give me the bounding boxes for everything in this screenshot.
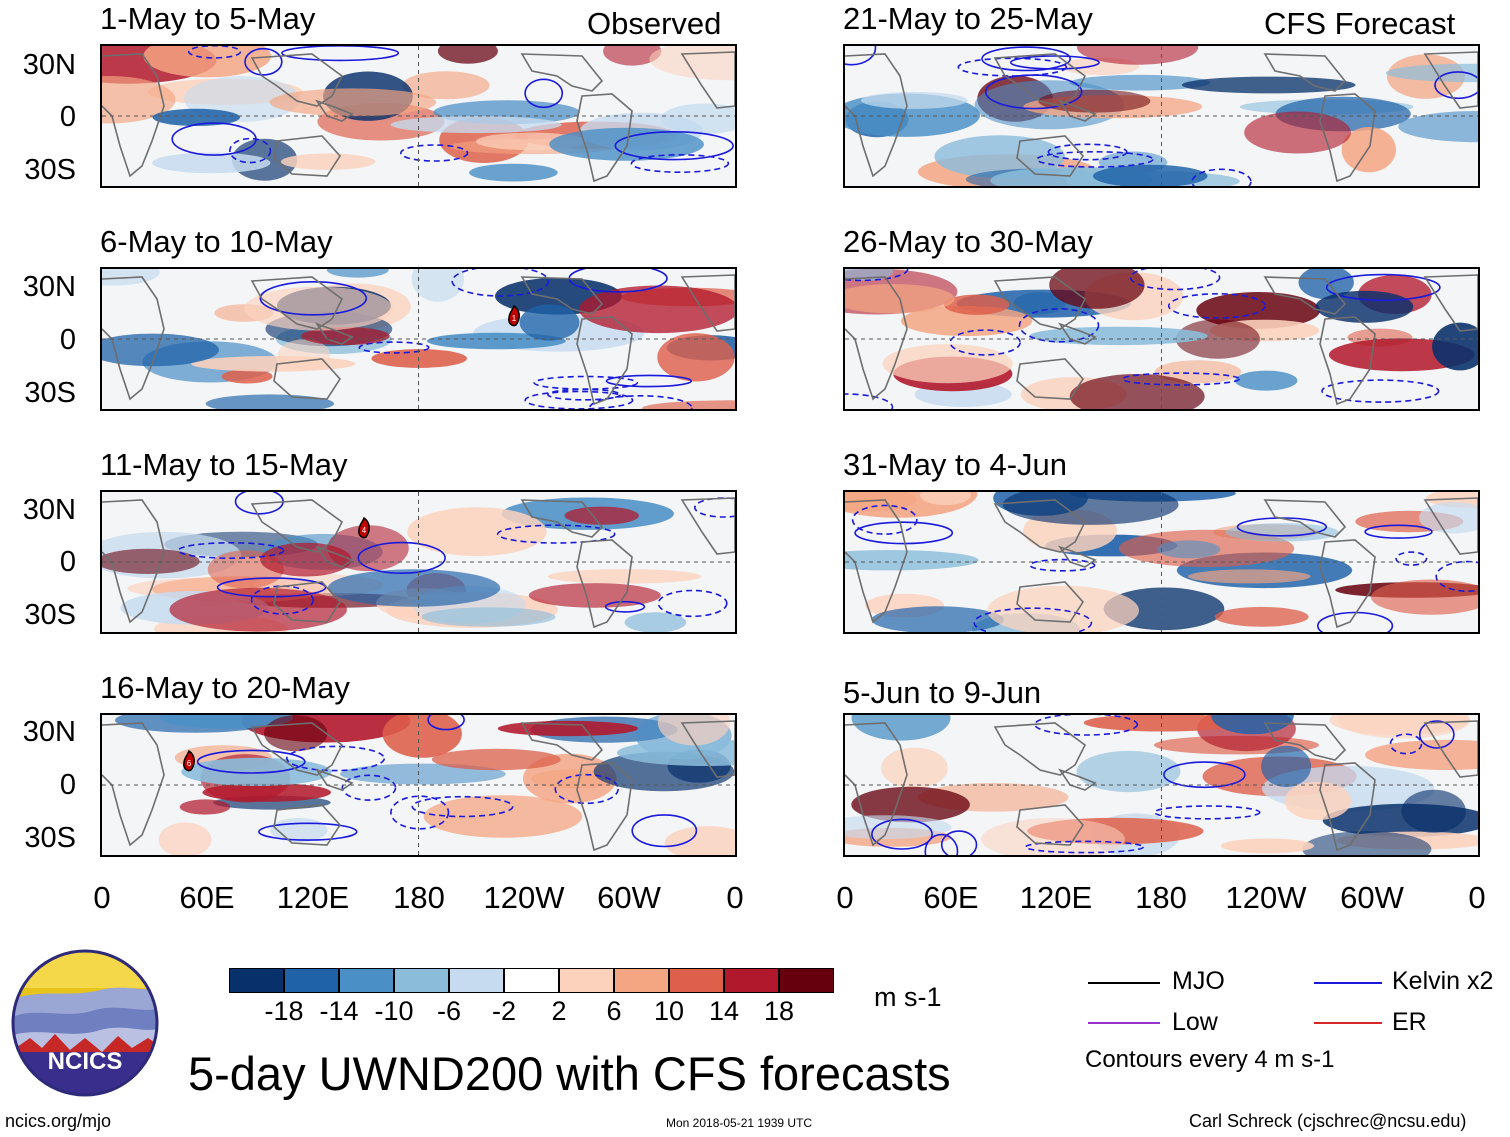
colorbar-swatch xyxy=(559,968,614,993)
storm-marker: 6 xyxy=(180,749,198,772)
colorbar-label: -14 xyxy=(319,996,359,1026)
main-title: 5-day UWND200 with CFS forecasts xyxy=(188,1047,951,1100)
panel-title-5: 21-May to 25-May xyxy=(843,1,1093,36)
map-panel xyxy=(843,44,1480,188)
colorbar-swatch xyxy=(614,968,669,993)
lon-label: 0 xyxy=(1468,880,1486,915)
uwnd-field xyxy=(845,269,1478,409)
lon-label: 0 xyxy=(726,880,744,915)
uwnd-field xyxy=(845,46,1478,186)
panel-title-1: 1-May to 5-May xyxy=(100,1,316,36)
lat-label-30s: 30S xyxy=(24,377,76,409)
panel-title-4: 16-May to 20-May xyxy=(100,670,350,705)
map-panel xyxy=(100,267,737,411)
legend-label-er: ER xyxy=(1392,1008,1427,1036)
lat-label-0: 0 xyxy=(59,546,76,578)
colorbar-label: 14 xyxy=(708,996,740,1026)
legend-line-er xyxy=(1314,1022,1382,1024)
colorbar-label: 2 xyxy=(551,996,567,1026)
map-panel xyxy=(100,713,737,857)
uwnd-field xyxy=(102,46,735,186)
uwnd-field xyxy=(845,715,1478,855)
observed-label: Observed xyxy=(587,6,722,41)
colorbar-label: -6 xyxy=(436,996,462,1026)
map-panel xyxy=(843,267,1480,411)
colorbar-label: -2 xyxy=(491,996,517,1026)
panel-title-3: 11-May to 15-May xyxy=(100,447,348,482)
colorbar-swatch xyxy=(339,968,394,993)
colorbar-swatch xyxy=(284,968,339,993)
footer-url[interactable]: ncics.org/mjo xyxy=(5,1111,112,1131)
lat-label-30n: 30N xyxy=(22,716,76,748)
lat-label-30n: 30N xyxy=(22,494,76,526)
colorbar-swatch xyxy=(779,968,834,993)
storm-label: 4 xyxy=(362,526,367,535)
lat-label-30n: 30N xyxy=(22,49,76,81)
panel-title-7: 31-May to 4-Jun xyxy=(843,447,1067,482)
lat-label-30s: 30S xyxy=(24,154,76,186)
lon-label: 60W xyxy=(1340,880,1404,915)
colorbar-swatch xyxy=(724,968,779,993)
legend-label-mjo: MJO xyxy=(1172,967,1225,995)
lat-label-30n: 30N xyxy=(22,271,76,303)
colorbar-swatch xyxy=(669,968,724,993)
map-panel xyxy=(843,490,1480,634)
colorbar-label: 10 xyxy=(653,996,685,1026)
colorbar-label: -18 xyxy=(264,996,304,1026)
colorbar-label: 18 xyxy=(763,996,795,1026)
contour-note: Contours every 4 m s-1 xyxy=(1085,1046,1335,1073)
uwnd-field xyxy=(102,715,735,855)
lon-label: 0 xyxy=(836,880,854,915)
lon-label: 120W xyxy=(1225,880,1307,915)
map-panel xyxy=(100,490,737,634)
panel-title-6: 26-May to 30-May xyxy=(843,224,1093,259)
colorbar-swatch xyxy=(229,968,284,993)
colorbar-swatch xyxy=(449,968,504,993)
lat-label-0: 0 xyxy=(59,769,76,801)
colorbar xyxy=(229,968,834,994)
colorbar-swatch xyxy=(394,968,449,993)
lon-label: 180 xyxy=(393,880,445,915)
lon-label: 60E xyxy=(179,880,235,915)
storm-label: 1 xyxy=(512,314,517,323)
storm-marker: 1 xyxy=(505,304,523,327)
colorbar-label: 6 xyxy=(606,996,622,1026)
forecast-label: CFS Forecast xyxy=(1264,6,1456,41)
uwnd-field xyxy=(102,492,735,632)
lon-label: 120E xyxy=(1019,880,1093,915)
footer-timestamp: Mon 2018-05-21 1939 UTC xyxy=(666,1116,813,1130)
legend-label-kelvin: Kelvin x2 xyxy=(1392,967,1494,995)
colorbar-units: m s-1 xyxy=(874,982,942,1012)
lon-label: 60E xyxy=(923,880,979,915)
legend-label-low: Low xyxy=(1172,1008,1218,1036)
legend-line-kelvin xyxy=(1314,982,1382,984)
lon-label: 0 xyxy=(93,880,111,915)
lon-label: 120E xyxy=(276,880,350,915)
lon-label: 120W xyxy=(483,880,565,915)
ncics-logo: NCICS xyxy=(10,948,160,1098)
logo-text: NCICS xyxy=(48,1048,123,1075)
map-panel xyxy=(100,44,737,188)
lat-label-0: 0 xyxy=(59,101,76,133)
lat-label-30s: 30S xyxy=(24,822,76,854)
colorbar-swatch xyxy=(504,968,559,993)
lat-label-0: 0 xyxy=(59,324,76,356)
legend-line-low xyxy=(1088,1022,1160,1024)
lon-label: 60W xyxy=(597,880,661,915)
panel-title-2: 6-May to 10-May xyxy=(100,224,333,259)
legend-line-mjo xyxy=(1088,982,1160,984)
uwnd-field xyxy=(845,492,1478,632)
colorbar-label: -10 xyxy=(374,996,414,1026)
storm-label: 6 xyxy=(187,759,192,768)
footer-author: Carl Schreck (cjschrec@ncsu.edu) xyxy=(1189,1111,1467,1131)
panel-title-8: 5-Jun to 9-Jun xyxy=(843,675,1042,710)
map-panel xyxy=(843,713,1480,857)
uwnd-field xyxy=(102,269,735,409)
storm-marker: 4 xyxy=(355,516,373,539)
lat-label-30s: 30S xyxy=(24,599,76,631)
lon-label: 180 xyxy=(1135,880,1187,915)
